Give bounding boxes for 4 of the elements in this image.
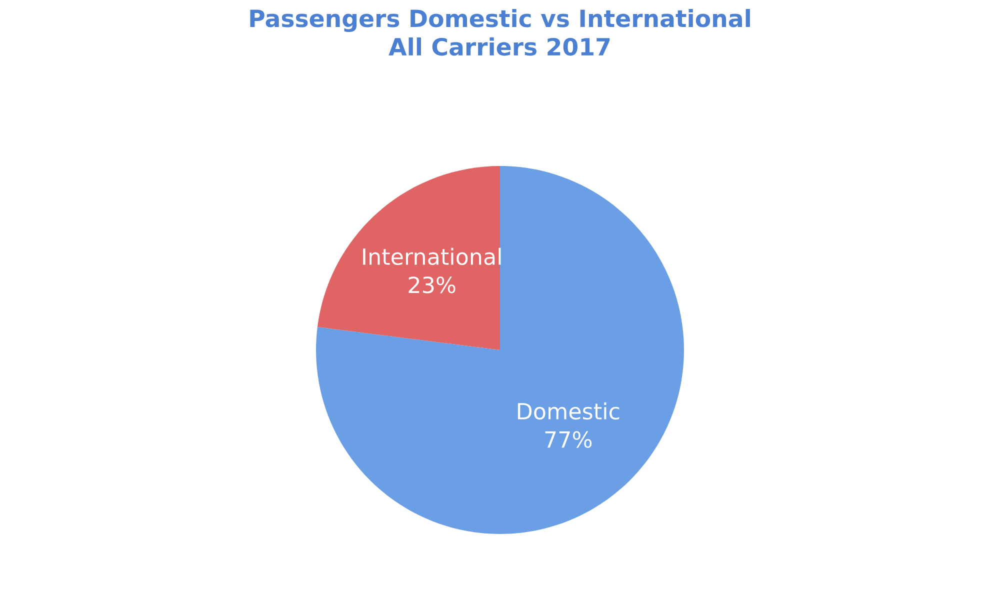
data-label: 77% <box>545 431 592 448</box>
slice-label: Domestic <box>518 402 620 420</box>
data-label: 23% <box>408 276 456 294</box>
chart-title: Passengers Domestic vs International All Carriers 2017 <box>250 9 750 56</box>
